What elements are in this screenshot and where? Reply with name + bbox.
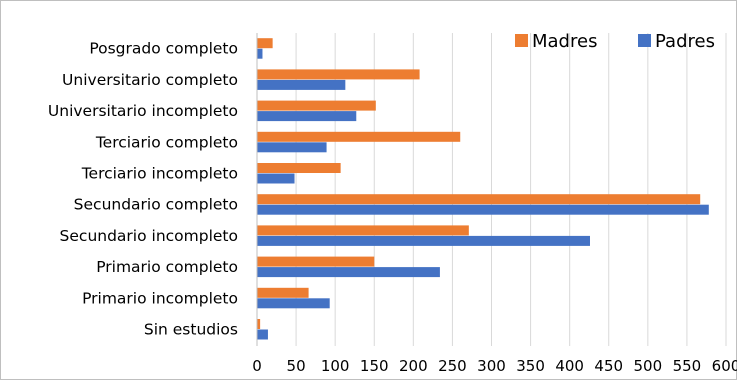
bar-padres-7 xyxy=(257,267,440,278)
x-tick-label-50: 50 xyxy=(287,357,306,375)
bar-madres-2 xyxy=(257,100,376,111)
bar-padres-4 xyxy=(257,173,295,184)
x-tick-label-600: 600 xyxy=(712,357,737,375)
x-tick-label-500: 500 xyxy=(634,357,663,375)
bar-padres-8 xyxy=(257,298,330,309)
x-tick-label-300: 300 xyxy=(477,357,506,375)
category-label-6: Secundario incompleto xyxy=(60,227,238,245)
bar-madres-0 xyxy=(257,38,273,49)
legend: Madres Padres xyxy=(515,31,715,52)
category-label-3: Terciario completo xyxy=(95,133,238,151)
bar-madres-4 xyxy=(257,163,341,173)
x-tick-label-0: 0 xyxy=(252,357,262,375)
category-labels: Posgrado completo Universitario completo U… xyxy=(48,40,238,339)
x-tick-labels: 0 50 100 150 200 250 300 350 400 450 500 550 600 xyxy=(252,357,737,375)
category-label-4: Terciario incompleto xyxy=(81,165,238,183)
x-tick-label-550: 550 xyxy=(673,357,702,375)
legend-swatch-madres xyxy=(515,34,528,47)
bar-madres-9 xyxy=(257,319,261,329)
legend-label-padres: Padres xyxy=(655,31,715,52)
category-label-0: Posgrado completo xyxy=(89,40,238,58)
category-label-1: Universitario completo xyxy=(62,71,238,89)
bar-padres-0 xyxy=(257,48,263,59)
bar-madres-6 xyxy=(257,225,469,236)
category-label-7: Primario completo xyxy=(96,258,238,276)
category-label-2: Universitario incompleto xyxy=(48,102,238,120)
bar-madres-5 xyxy=(257,194,701,205)
bar-padres-1 xyxy=(257,79,346,90)
bar-padres-5 xyxy=(257,204,709,215)
x-tick-label-400: 400 xyxy=(555,357,584,375)
bar-madres-3 xyxy=(257,131,461,142)
bar-padres-6 xyxy=(257,235,590,246)
bar-padres-9 xyxy=(257,329,268,340)
legend-label-madres: Madres xyxy=(532,31,597,52)
category-label-5: Secundario completo xyxy=(74,196,238,214)
x-tick-label-150: 150 xyxy=(360,357,389,375)
bars xyxy=(257,38,709,340)
gridlines xyxy=(295,33,727,346)
bar-madres-8 xyxy=(257,287,309,298)
x-tick-label-200: 200 xyxy=(399,357,428,375)
bar-madres-1 xyxy=(257,69,420,80)
x-tick-label-450: 450 xyxy=(594,357,623,375)
x-tick-label-250: 250 xyxy=(438,357,467,375)
category-label-9: Sin estudios xyxy=(144,321,238,339)
legend-swatch-padres xyxy=(638,34,651,47)
bar-padres-3 xyxy=(257,142,327,153)
category-label-8: Primario incompleto xyxy=(82,289,238,307)
x-tick-label-350: 350 xyxy=(516,357,545,375)
x-tick-label-100: 100 xyxy=(321,357,350,375)
bar-padres-2 xyxy=(257,111,357,122)
bar-madres-7 xyxy=(257,256,375,267)
